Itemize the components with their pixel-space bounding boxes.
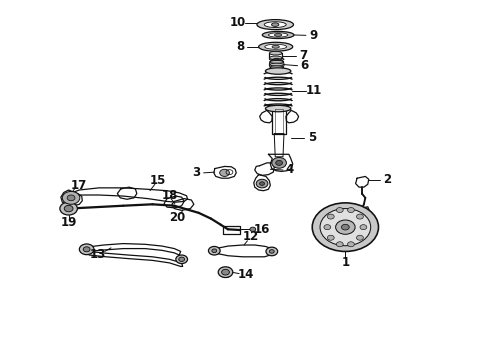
Circle shape [327, 214, 334, 219]
Ellipse shape [270, 51, 282, 55]
Ellipse shape [257, 19, 294, 30]
Ellipse shape [272, 45, 279, 48]
Circle shape [250, 227, 256, 231]
Circle shape [360, 225, 367, 230]
Text: 16: 16 [253, 223, 270, 236]
Text: 3: 3 [192, 166, 200, 179]
Circle shape [60, 202, 77, 215]
Circle shape [176, 255, 188, 264]
Circle shape [179, 257, 185, 261]
Ellipse shape [266, 105, 291, 112]
Text: 15: 15 [150, 174, 167, 187]
Text: 7: 7 [299, 49, 308, 62]
Ellipse shape [269, 33, 288, 37]
Circle shape [324, 225, 331, 230]
Circle shape [270, 249, 274, 253]
Ellipse shape [274, 33, 282, 36]
Circle shape [221, 269, 229, 275]
Text: 19: 19 [60, 216, 77, 229]
Text: 4: 4 [286, 163, 294, 176]
Ellipse shape [270, 68, 283, 71]
Text: 9: 9 [309, 29, 318, 42]
Circle shape [342, 224, 349, 230]
Circle shape [337, 242, 343, 247]
Text: 14: 14 [238, 268, 254, 281]
Text: 8: 8 [236, 40, 244, 53]
Text: 20: 20 [169, 211, 185, 224]
Text: 1: 1 [342, 256, 349, 269]
Text: 6: 6 [300, 59, 309, 72]
Circle shape [212, 249, 217, 252]
Circle shape [83, 247, 90, 252]
Text: 17: 17 [70, 179, 87, 192]
Ellipse shape [259, 42, 293, 51]
Circle shape [64, 205, 73, 212]
Circle shape [357, 235, 364, 240]
Circle shape [260, 182, 265, 185]
Circle shape [320, 208, 371, 246]
Circle shape [220, 169, 229, 176]
Circle shape [67, 195, 75, 201]
Text: 12: 12 [243, 230, 259, 243]
Ellipse shape [270, 63, 284, 66]
Circle shape [272, 157, 287, 168]
Text: 13: 13 [90, 248, 106, 261]
Circle shape [266, 247, 278, 256]
Ellipse shape [271, 23, 279, 26]
Circle shape [337, 208, 343, 212]
Circle shape [336, 220, 355, 234]
Ellipse shape [270, 60, 284, 63]
Circle shape [347, 242, 354, 247]
Ellipse shape [270, 56, 282, 60]
Text: 10: 10 [230, 16, 246, 29]
Circle shape [256, 179, 268, 188]
Ellipse shape [265, 44, 287, 49]
Ellipse shape [270, 58, 284, 61]
Ellipse shape [270, 66, 283, 69]
Circle shape [62, 192, 80, 204]
Circle shape [208, 247, 220, 255]
Text: 11: 11 [306, 84, 322, 97]
Circle shape [218, 267, 233, 278]
Ellipse shape [266, 68, 291, 74]
Circle shape [312, 203, 378, 251]
Text: 18: 18 [161, 189, 178, 202]
Circle shape [276, 160, 283, 165]
Text: 5: 5 [308, 131, 317, 144]
Circle shape [79, 244, 94, 255]
Ellipse shape [262, 31, 294, 39]
Circle shape [357, 214, 364, 219]
Circle shape [327, 235, 334, 240]
Text: 2: 2 [383, 173, 392, 186]
Ellipse shape [264, 22, 286, 27]
Circle shape [347, 208, 354, 212]
